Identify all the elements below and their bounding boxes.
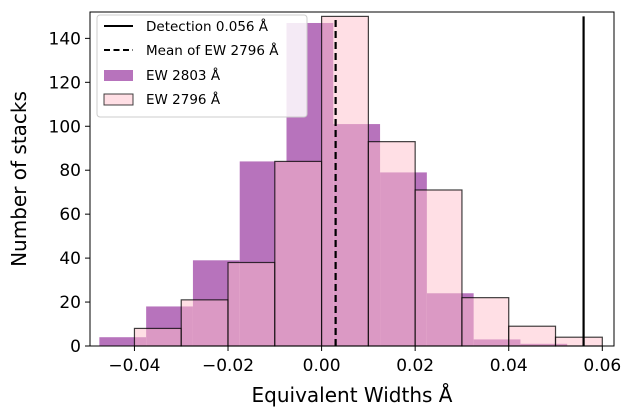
legend-label-mean: Mean of EW 2796 Å xyxy=(146,42,279,59)
x-axis-ticks: −0.04 −0.02 0.00 0.02 0.04 0.06 xyxy=(108,346,621,376)
x-tick-label: 0.00 xyxy=(303,356,341,376)
bar-ew-2796-8 xyxy=(509,326,556,346)
x-tick-label: 0.04 xyxy=(490,356,528,376)
bar-ew-2796-4 xyxy=(322,16,369,346)
bar-ew-2796-9 xyxy=(556,337,603,346)
legend-label-ew-2796: EW 2796 Å xyxy=(146,91,221,108)
legend-label-detection: Detection 0.056 Å xyxy=(146,18,269,35)
y-tick-label: 60 xyxy=(59,205,81,225)
y-tick-label: 0 xyxy=(70,337,81,357)
bar-ew-2796-7 xyxy=(462,298,509,346)
bar-ew-2796-5 xyxy=(368,142,415,346)
bar-ew-2796-3 xyxy=(275,161,322,346)
y-tick-label: 100 xyxy=(49,117,81,137)
legend-patch-ew-2796 xyxy=(104,94,133,105)
y-axis-label: Number of stacks xyxy=(7,91,31,267)
y-tick-label: 40 xyxy=(59,249,81,269)
x-tick-label: −0.02 xyxy=(202,356,254,376)
x-tick-label: 0.06 xyxy=(583,356,621,376)
x-tick-label: 0.02 xyxy=(396,356,434,376)
y-tick-label: 140 xyxy=(49,29,81,49)
legend-patch-ew-2803 xyxy=(104,70,133,81)
x-tick-label: −0.04 xyxy=(108,356,160,376)
bar-ew-2796-0 xyxy=(134,328,181,346)
legend-label-ew-2803: EW 2803 Å xyxy=(146,67,221,84)
y-tick-label: 80 xyxy=(59,161,81,181)
y-tick-label: 20 xyxy=(59,293,81,313)
legend: Detection 0.056 Å Mean of EW 2796 Å EW 2… xyxy=(97,15,307,117)
y-tick-label: 120 xyxy=(49,73,81,93)
bar-ew-2796-6 xyxy=(415,190,462,346)
y-axis-ticks: 0 20 40 60 80 100 120 140 xyxy=(49,29,90,357)
x-axis-label: Equivalent Widths Å xyxy=(252,383,453,407)
bar-ew-2796-1 xyxy=(181,300,228,346)
bar-ew-2796-2 xyxy=(228,263,275,347)
